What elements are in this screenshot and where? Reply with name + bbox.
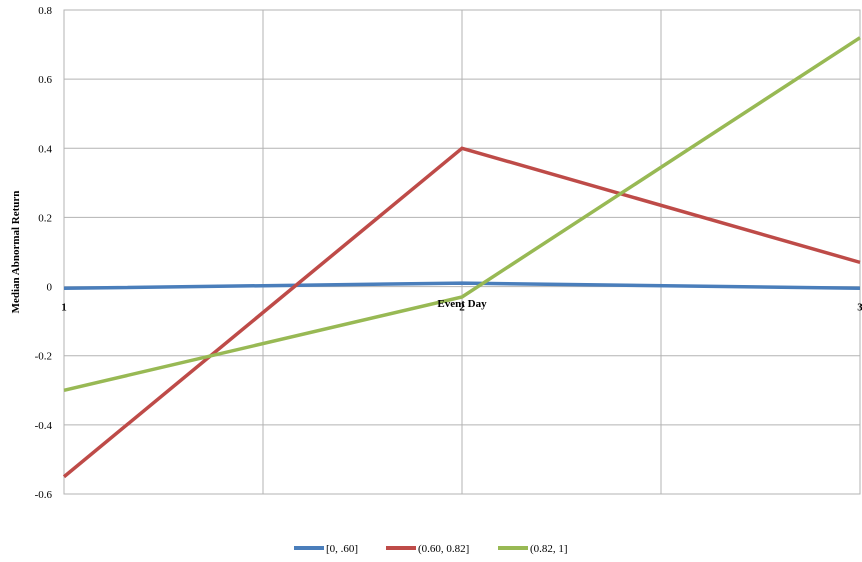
x-tick-label: 3 xyxy=(857,302,862,314)
y-tick-label: 0 xyxy=(47,282,53,294)
y-tick-labels: -0.6 -0.4 -0.2 0 0.2 0.4 0.6 0.8 xyxy=(35,5,53,501)
legend-label: (0.82, 1] xyxy=(530,543,568,555)
y-tick-label: 0.4 xyxy=(38,143,52,155)
legend-label: (0.60, 0.82] xyxy=(418,543,469,555)
y-tick-label: -0.6 xyxy=(35,489,53,501)
x-tick-label: 2 xyxy=(459,302,465,314)
y-tick-label: 0.2 xyxy=(38,212,52,224)
y-tick-label: 0.8 xyxy=(38,5,52,17)
plot-frame xyxy=(63,9,861,495)
grid-layer xyxy=(63,9,861,495)
series-line-1 xyxy=(63,281,861,291)
x-tick-label: 1 xyxy=(61,302,67,314)
legend: [0, .60] (0.60, 0.82] (0.82, 1] xyxy=(294,543,568,555)
series-layer xyxy=(62,36,861,479)
series-line-2 xyxy=(62,146,861,479)
series-line-3 xyxy=(63,36,861,392)
x-tick-labels: 1 2 3 xyxy=(61,302,862,314)
y-axis-title: Median Abnormal Return xyxy=(10,191,22,314)
y-tick-label: -0.4 xyxy=(35,420,53,432)
y-tick-label: 0.6 xyxy=(38,74,52,86)
x-axis-title: Event Day xyxy=(437,298,487,310)
legend-label: [0, .60] xyxy=(326,543,358,555)
y-tick-label: -0.2 xyxy=(35,351,52,363)
